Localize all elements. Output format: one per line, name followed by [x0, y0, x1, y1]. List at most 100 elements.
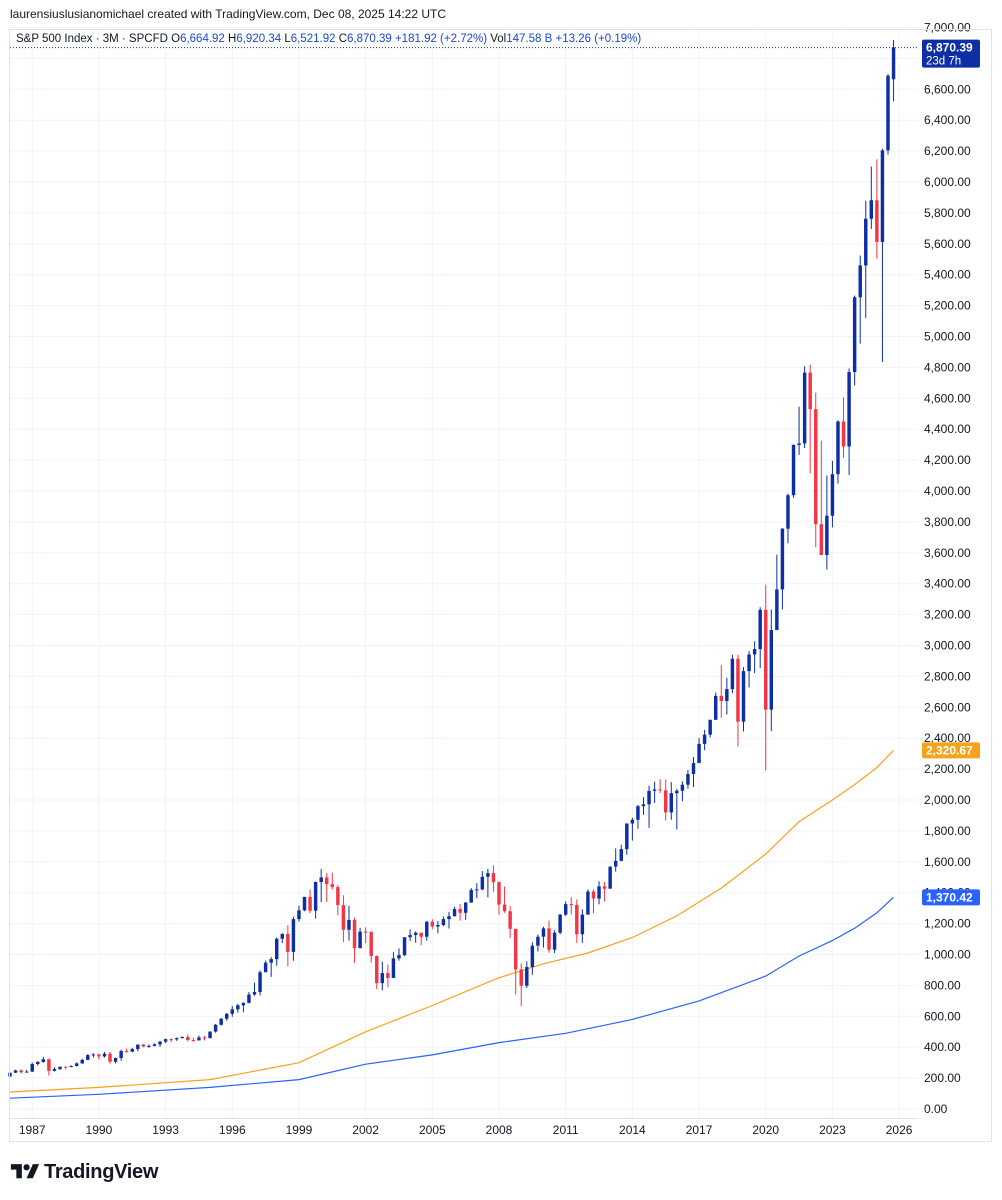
time-tick-label: 2017 [686, 1123, 713, 1137]
open-label: O [171, 33, 181, 45]
candle-up [530, 945, 535, 968]
candle-up [297, 910, 301, 920]
candle-down [513, 928, 518, 970]
candle-up [163, 1039, 168, 1042]
candle-up [347, 919, 351, 930]
time-axis[interactable]: 1987 1990 1993 1996 1999 2002 2005 2008 2011 2014… [10, 1118, 918, 1138]
candle-up [725, 689, 729, 701]
price-axis[interactable]: 0.00 200.00 400.00 600.00 800.00 1,000.00 1,20… [924, 21, 971, 1117]
candle-up [852, 297, 857, 373]
candle-down [719, 695, 724, 701]
candle-down [186, 1037, 190, 1041]
candle-down [841, 421, 846, 447]
candle-up [769, 630, 774, 710]
candle-down [375, 956, 379, 984]
price-tick-label: 400.00 [924, 1040, 961, 1054]
price-tick-label: 3,000.00 [924, 639, 971, 653]
price-tick-label: 5,400.00 [924, 268, 971, 282]
moving-averages [9, 749, 894, 1099]
candle-up [536, 936, 540, 946]
time-tick-label: 2023 [819, 1123, 846, 1137]
candle-up [758, 609, 762, 650]
candle-up [13, 1070, 18, 1073]
candle-down [47, 1059, 51, 1071]
candle-up [708, 719, 712, 735]
candle-up [152, 1044, 157, 1046]
candle-up [158, 1041, 162, 1045]
candle-down [202, 1037, 207, 1039]
low-value: 6,521.92 [290, 33, 336, 45]
candle-up [647, 790, 651, 805]
candle-up [864, 218, 868, 266]
candle-up [880, 150, 885, 242]
candle-up [486, 873, 490, 877]
candle-down [352, 919, 357, 949]
candle-up [24, 1071, 29, 1073]
candle-up [269, 959, 273, 963]
candle-down [325, 877, 329, 885]
candle-up [463, 902, 468, 913]
short-ma-badge-bg [922, 889, 980, 906]
candle-up [697, 743, 701, 764]
candle-up [730, 658, 735, 690]
tradingview-logo-icon [10, 1164, 40, 1179]
price-tick-label: 3,800.00 [924, 515, 971, 529]
price-tick-label: 600.00 [924, 1009, 961, 1023]
candle-down [169, 1039, 173, 1041]
candle-up [891, 47, 896, 80]
volume-value: 147.58 B [506, 33, 553, 45]
candle-up [174, 1038, 179, 1040]
candle-up [275, 938, 279, 960]
candle-up [130, 1049, 134, 1052]
candle-up [686, 774, 690, 785]
long-ma-badge: 2,320.67 [926, 743, 973, 757]
candle-up [30, 1064, 34, 1072]
candle-up [608, 866, 612, 889]
candle-up [641, 804, 646, 807]
candle-up [219, 1018, 223, 1025]
time-tick-label: 1987 [19, 1123, 46, 1137]
price-tick-label: 2,600.00 [924, 700, 971, 714]
long-ma-badge-bg [922, 742, 980, 759]
candle-up [613, 860, 618, 867]
price-tick-label: 200.00 [924, 1071, 961, 1085]
candle-up [630, 819, 635, 824]
candle-up [397, 955, 401, 959]
candle-down [430, 921, 435, 927]
candle-up [836, 421, 840, 475]
candle-down [764, 609, 768, 710]
candle-up [752, 649, 757, 655]
price-tick-label: 1,200.00 [924, 917, 971, 931]
time-tick-label: 1990 [86, 1123, 113, 1137]
candle-down [363, 931, 368, 933]
candle-up [747, 654, 751, 672]
candlesticks [8, 39, 896, 1077]
candle-down [386, 973, 390, 978]
candle-up [741, 671, 746, 722]
close-label: C [338, 33, 347, 45]
candle-up [475, 889, 479, 891]
candle-up [558, 914, 562, 933]
attribution-text: laurensiuslusianomichael created with Tr… [10, 7, 447, 21]
candle-down [97, 1054, 101, 1057]
candle-up [358, 931, 362, 949]
candle-down [341, 905, 346, 930]
candle-up [52, 1068, 57, 1071]
short-ma-badge: 1,370.42 [926, 890, 973, 904]
candle-up [224, 1013, 229, 1019]
price-tick-label: 2,800.00 [924, 669, 971, 683]
candle-up [313, 882, 318, 911]
candle-up [441, 919, 446, 925]
price-tick-label: 2,400.00 [924, 731, 971, 745]
high-value: 6,920.34 [236, 33, 282, 45]
candle-up [113, 1058, 118, 1062]
candle-up [263, 962, 268, 973]
candle-down [330, 884, 335, 888]
candle-up [180, 1037, 184, 1039]
price-tick-label: 4,400.00 [924, 422, 971, 436]
candle-up [41, 1059, 46, 1063]
tradingview-logo[interactable]: TradingView [10, 1160, 158, 1184]
symbol-name[interactable]: S&P 500 Index · 3M · SPCFD [16, 33, 168, 45]
